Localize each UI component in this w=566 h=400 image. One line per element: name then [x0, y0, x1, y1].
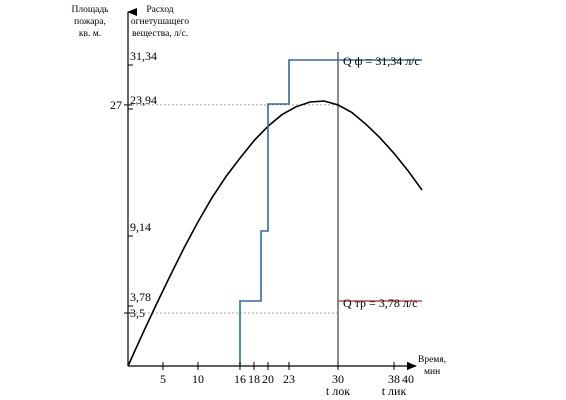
time-axis-header-line-1: Время,: [418, 355, 446, 365]
x-tick-label: 20: [262, 372, 274, 386]
area-axis-tick-label: 27: [110, 98, 122, 112]
x-tick-label: 38: [388, 372, 400, 386]
annotation-actual-flow: Q ф = 31,34 л/с: [343, 54, 420, 68]
flow-rate-step-line: [239, 59, 422, 366]
x-tick-label: 16: [234, 372, 246, 386]
flow-axis-header-line-1: Расход: [146, 5, 173, 15]
x-tick-label: 5: [160, 372, 166, 386]
time-axis-header-line-2: мин: [424, 367, 440, 377]
flow-axis-tick-label: 9,14: [130, 220, 151, 234]
area-axis-tick-label: 3,5: [130, 306, 145, 320]
x-tick-label: 10: [192, 372, 204, 386]
x-time-label: t лик: [382, 384, 407, 398]
flow-axis-header-line-2: огнетушащего: [131, 17, 189, 27]
x-tick-label: 23: [283, 372, 295, 386]
flow-axis-tick-label: 31,34: [130, 49, 157, 63]
x-tick-label: 40: [402, 372, 414, 386]
area-axis-header-line-2: пожара,: [74, 17, 106, 27]
x-tick-label: 18: [248, 372, 260, 386]
x-tick-label: 30: [332, 372, 344, 386]
fire-area-curve: [127, 100, 423, 367]
flow-axis-tick-label: 23,94: [130, 93, 157, 107]
area-axis-header-line-3: кв. м.: [79, 29, 101, 39]
flow-axis-header-line-3: вещества, л/с.: [132, 29, 188, 39]
area-axis-header-line-1: Площадь: [71, 5, 109, 15]
annotation-required-flow: Q тр = 3,78 л/с: [343, 296, 417, 310]
x-time-label: t лок: [326, 384, 350, 398]
axis-ticks: 5 10 16 18 20 23 30 38 40 t лок t лик 27 3,5 31,34 23,…: [110, 49, 414, 398]
flow-axis-tick-label: 3,78: [130, 290, 151, 304]
